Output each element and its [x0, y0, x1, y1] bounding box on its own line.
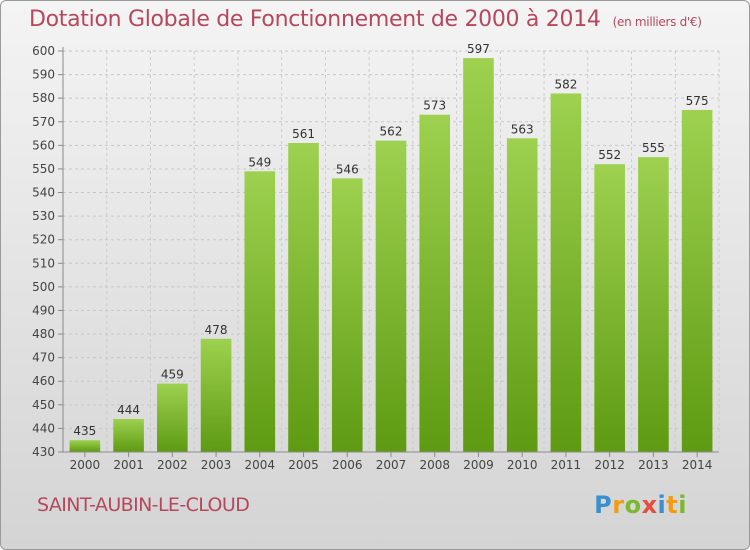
bar-value-label: 552	[598, 148, 621, 162]
y-tick-label: 530	[32, 209, 55, 223]
y-tick-label: 480	[32, 327, 55, 341]
x-tick-label: 2014	[682, 458, 713, 472]
bar	[244, 171, 276, 453]
logo-letter: i	[657, 491, 667, 519]
y-tick-label: 500	[32, 280, 55, 294]
y-tick-label: 450	[32, 398, 55, 412]
x-tick-label: 2000	[70, 458, 101, 472]
bar-value-label: 573	[423, 99, 446, 113]
bar	[419, 114, 451, 452]
y-tick-label: 550	[32, 162, 55, 176]
bar-value-label: 549	[248, 155, 271, 169]
x-tick-label: 2005	[288, 458, 319, 472]
x-tick-label: 2007	[376, 458, 407, 472]
bar	[506, 138, 538, 452]
bar-value-label: 561	[292, 127, 315, 141]
bar-value-label: 444	[117, 403, 140, 417]
bar	[331, 178, 363, 452]
bar-value-label: 546	[336, 162, 359, 176]
commune-name: SAINT-AUBIN-LE-CLOUD	[37, 494, 250, 516]
x-tick-label: 2006	[332, 458, 363, 472]
x-tick-label: 2009	[463, 458, 494, 472]
bar	[375, 140, 407, 452]
bar	[594, 164, 625, 453]
logo-letter: i	[678, 491, 687, 519]
bar-value-label: 563	[511, 122, 534, 136]
bar-value-label: 435	[73, 424, 96, 438]
y-tick-label: 570	[32, 115, 55, 129]
x-tick-label: 2010	[507, 458, 538, 472]
bar	[200, 338, 232, 452]
bar-value-label: 555	[642, 141, 665, 155]
bar	[550, 93, 582, 452]
bar-value-label: 582	[554, 77, 577, 91]
x-tick-label: 2004	[245, 458, 276, 472]
unit-note: (en milliers d'€)	[612, 15, 702, 29]
bar	[288, 142, 319, 452]
bar-value-label: 459	[161, 368, 184, 382]
logo-letter: x	[641, 491, 658, 519]
y-tick-label: 580	[32, 91, 55, 105]
bar-value-label: 478	[205, 323, 228, 337]
bar-value-label: 562	[380, 125, 403, 139]
proxiti-logo[interactable]: Proxiti	[594, 491, 687, 519]
x-tick-label: 2003	[201, 458, 232, 472]
bar	[681, 109, 713, 453]
logo-letter: t	[666, 491, 679, 519]
x-tick-label: 2013	[638, 458, 669, 472]
y-tick-label: 520	[32, 233, 55, 247]
y-tick-label: 430	[32, 445, 55, 459]
chart-title-text: Dotation Globale de Fonctionnement de 20…	[29, 7, 601, 32]
y-tick-label: 590	[32, 68, 55, 82]
logo-letter: r	[612, 491, 625, 519]
y-tick-label: 540	[32, 186, 55, 200]
y-tick-label: 440	[32, 421, 55, 435]
bar-value-label: 575	[686, 94, 709, 108]
bar	[638, 157, 669, 452]
x-tick-label: 2012	[594, 458, 625, 472]
bar	[463, 58, 494, 452]
x-tick-label: 2002	[157, 458, 188, 472]
x-tick-label: 2011	[551, 458, 582, 472]
logo-letter: o	[624, 491, 642, 519]
y-tick-label: 510	[32, 256, 55, 270]
y-tick-label: 490	[32, 303, 55, 317]
bar-value-label: 597	[467, 42, 490, 56]
bar	[113, 418, 144, 452]
bar	[69, 440, 101, 452]
chart-title: Dotation Globale de Fonctionnement de 20…	[29, 7, 702, 32]
y-tick-label: 460	[32, 374, 55, 388]
y-tick-label: 560	[32, 138, 55, 152]
bar	[157, 383, 188, 452]
logo-letter: P	[594, 491, 613, 519]
x-tick-label: 2001	[113, 458, 144, 472]
x-tick-label: 2008	[419, 458, 450, 472]
y-tick-label: 470	[32, 351, 55, 365]
y-tick-label: 600	[32, 44, 55, 58]
